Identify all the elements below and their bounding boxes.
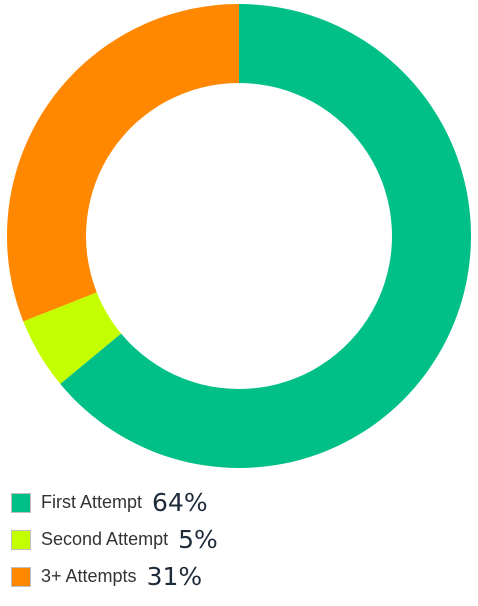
legend-swatch-second-attempt: [11, 529, 31, 550]
legend-swatch-three-plus-attempts: [11, 566, 31, 587]
legend-value: 31%: [146, 562, 203, 591]
chart-legend: First Attempt 64% Second Attempt 5% 3+ A…: [11, 484, 471, 595]
legend-item-three-plus-attempts: 3+ Attempts 31%: [11, 558, 471, 595]
donut-slice-second-attempt: [23, 292, 122, 384]
donut-chart: [6, 4, 471, 469]
legend-item-first-attempt: First Attempt 64%: [11, 484, 471, 521]
legend-value: 64%: [152, 488, 208, 517]
donut-slice-first-attempt: [60, 4, 471, 469]
legend-label: 3+ Attempts: [41, 566, 137, 586]
legend-label: Second Attempt: [41, 529, 169, 549]
legend-label: First Attempt: [41, 492, 143, 512]
donut-slice-3-attempts: [6, 4, 239, 322]
legend-item-second-attempt: Second Attempt 5%: [11, 521, 471, 558]
legend-swatch-first-attempt: [11, 492, 31, 513]
legend-value: 5%: [178, 525, 218, 554]
